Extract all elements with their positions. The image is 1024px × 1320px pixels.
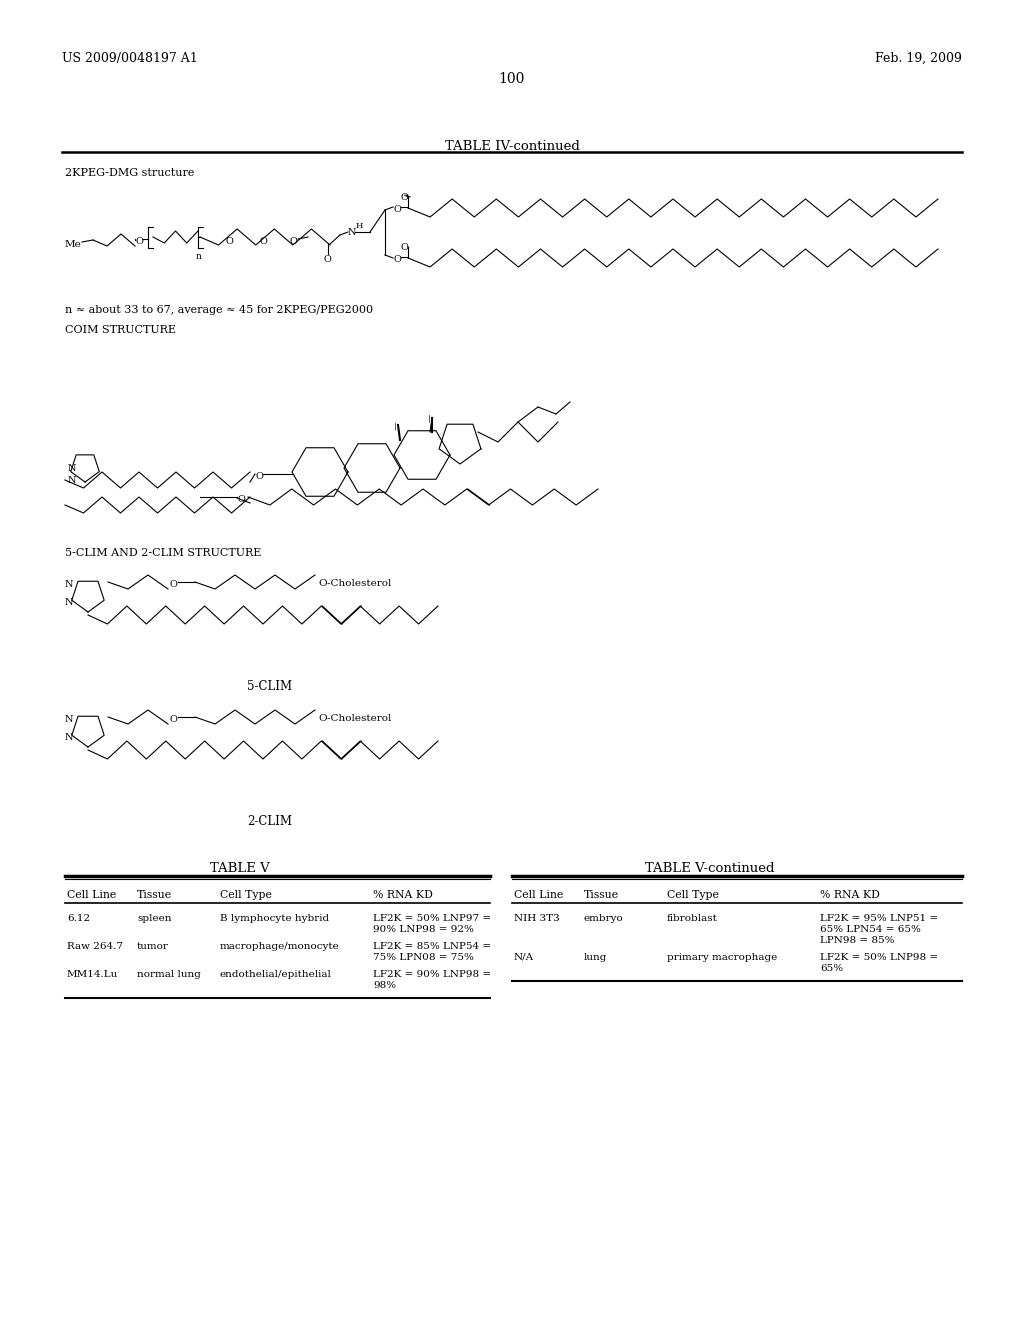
Text: O: O: [400, 243, 408, 252]
Text: O: O: [255, 473, 263, 480]
Text: tumor: tumor: [137, 942, 169, 950]
Text: 2-CLIM: 2-CLIM: [248, 814, 293, 828]
Text: N: N: [65, 733, 74, 742]
Text: Cell Line: Cell Line: [67, 890, 117, 900]
Text: O-Cholesterol: O-Cholesterol: [318, 579, 391, 587]
Text: LF2K = 95% LNP51 =: LF2K = 95% LNP51 =: [820, 913, 938, 923]
Text: embryo: embryo: [584, 913, 624, 923]
Text: Tissue: Tissue: [584, 890, 620, 900]
Text: O: O: [170, 579, 178, 589]
Text: Cell Line: Cell Line: [514, 890, 563, 900]
Text: 5-CLIM AND 2-CLIM STRUCTURE: 5-CLIM AND 2-CLIM STRUCTURE: [65, 548, 261, 558]
Text: LF2K = 85% LNP54 =: LF2K = 85% LNP54 =: [373, 942, 492, 950]
Text: O: O: [400, 193, 408, 202]
Text: LF2K = 50% LNP98 =: LF2K = 50% LNP98 =: [820, 953, 938, 962]
Text: Raw 264.7: Raw 264.7: [67, 942, 123, 950]
Text: Tissue: Tissue: [137, 890, 172, 900]
Text: 6.12: 6.12: [67, 913, 90, 923]
Text: N/A: N/A: [514, 953, 535, 962]
Text: TABLE IV-continued: TABLE IV-continued: [444, 140, 580, 153]
Text: lung: lung: [584, 953, 607, 962]
Text: 65%: 65%: [820, 964, 843, 973]
Text: NIH 3T3: NIH 3T3: [514, 913, 560, 923]
Text: 75% LPN08 = 75%: 75% LPN08 = 75%: [373, 953, 474, 962]
Text: O: O: [237, 495, 245, 504]
Text: LF2K = 50% LNP97 =: LF2K = 50% LNP97 =: [373, 913, 492, 923]
Text: 98%: 98%: [373, 981, 396, 990]
Text: |: |: [428, 414, 431, 422]
Text: US 2009/0048197 A1: US 2009/0048197 A1: [62, 51, 198, 65]
Text: % RNA KD: % RNA KD: [820, 890, 880, 900]
Text: LF2K = 90% LNP98 =: LF2K = 90% LNP98 =: [373, 970, 492, 979]
Text: O: O: [393, 205, 400, 214]
Text: N: N: [348, 228, 356, 238]
Text: N: N: [65, 715, 74, 723]
Text: 5-CLIM: 5-CLIM: [248, 680, 293, 693]
Text: N: N: [68, 465, 77, 473]
Text: Me: Me: [65, 240, 82, 249]
Text: O: O: [260, 238, 268, 246]
Text: O: O: [393, 255, 400, 264]
Text: 100: 100: [499, 73, 525, 86]
Text: O: O: [135, 238, 143, 246]
Text: 2KPEG-DMG structure: 2KPEG-DMG structure: [65, 168, 195, 178]
Text: N: N: [65, 598, 74, 607]
Text: O: O: [290, 238, 298, 246]
Text: COIM STRUCTURE: COIM STRUCTURE: [65, 325, 176, 335]
Text: O: O: [324, 255, 332, 264]
Text: O: O: [225, 238, 232, 246]
Text: Feb. 19, 2009: Feb. 19, 2009: [876, 51, 962, 65]
Text: LPN98 = 85%: LPN98 = 85%: [820, 936, 895, 945]
Text: macrophage/monocyte: macrophage/monocyte: [220, 942, 340, 950]
Text: spleen: spleen: [137, 913, 171, 923]
Text: fibroblast: fibroblast: [667, 913, 718, 923]
Text: % RNA KD: % RNA KD: [373, 890, 433, 900]
Text: 65% LPN54 = 65%: 65% LPN54 = 65%: [820, 925, 921, 935]
Text: primary macrophage: primary macrophage: [667, 953, 777, 962]
Text: Cell Type: Cell Type: [667, 890, 719, 900]
Text: n ≈ about 33 to 67, average ≈ 45 for 2KPEG/PEG2000: n ≈ about 33 to 67, average ≈ 45 for 2KP…: [65, 305, 373, 315]
Text: Cell Type: Cell Type: [220, 890, 272, 900]
Text: TABLE V-continued: TABLE V-continued: [645, 862, 775, 875]
Text: endothelial/epithelial: endothelial/epithelial: [220, 970, 332, 979]
Text: 90% LNP98 = 92%: 90% LNP98 = 92%: [373, 925, 474, 935]
Text: N: N: [65, 579, 74, 589]
Text: n: n: [196, 252, 202, 261]
Text: MM14.Lu: MM14.Lu: [67, 970, 118, 979]
Text: N: N: [68, 477, 77, 484]
Text: normal lung: normal lung: [137, 970, 201, 979]
Text: |: |: [394, 422, 397, 430]
Text: O: O: [170, 715, 178, 723]
Text: B lymphocyte hybrid: B lymphocyte hybrid: [220, 913, 329, 923]
Text: O-Cholesterol: O-Cholesterol: [318, 714, 391, 723]
Text: TABLE V: TABLE V: [210, 862, 270, 875]
Text: H: H: [356, 222, 364, 230]
